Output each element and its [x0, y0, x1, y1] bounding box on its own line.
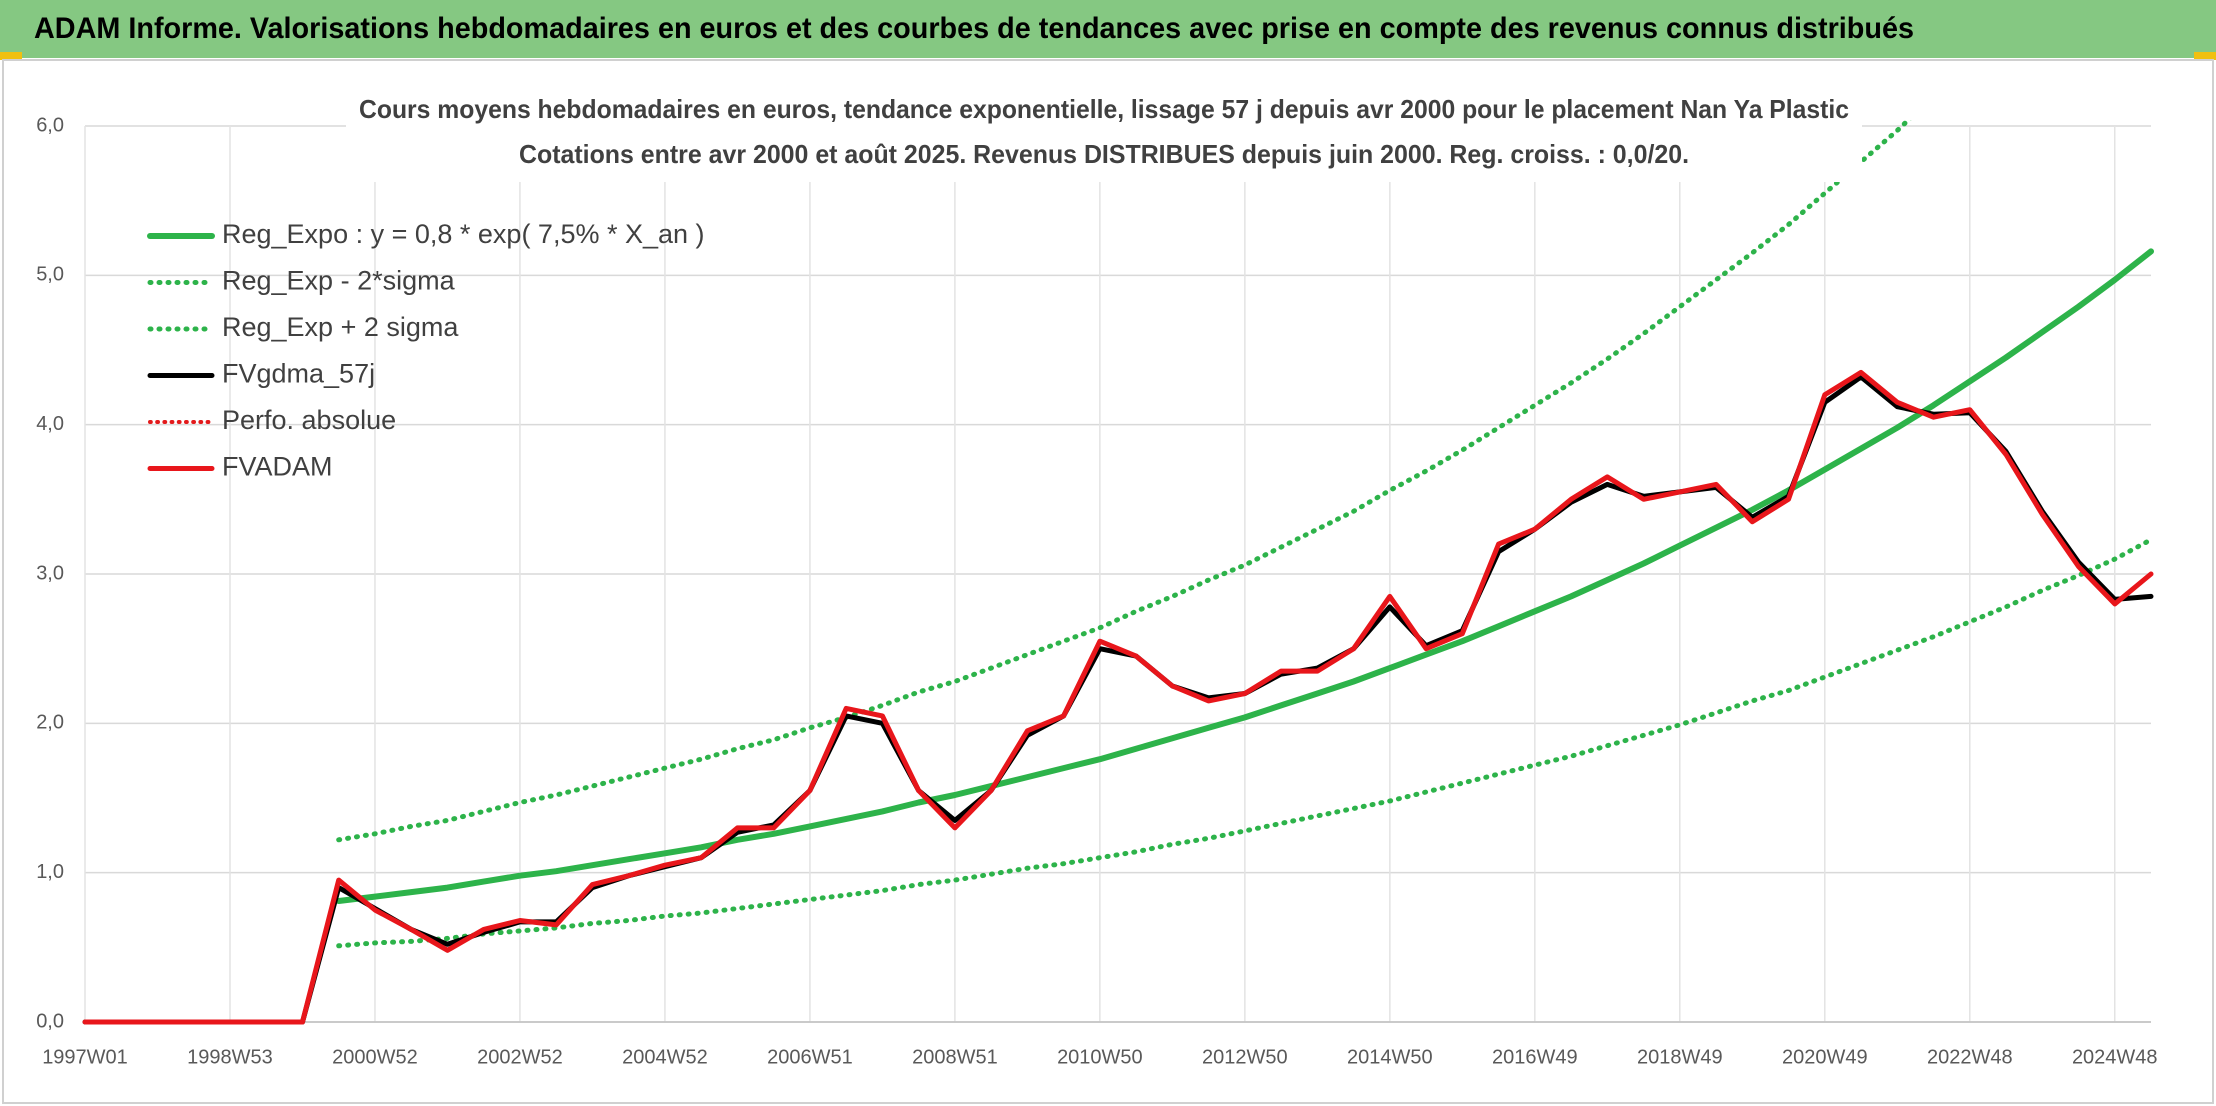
x-tick-label: 2004W52: [622, 1046, 708, 1068]
y-tick-label: 6,0: [36, 114, 64, 136]
legend-label: FVgdma_57j: [222, 359, 375, 389]
y-tick-label: 0,0: [36, 1010, 64, 1032]
y-tick-label: 2,0: [36, 712, 64, 734]
x-tick-label: 2010W50: [1057, 1046, 1143, 1068]
x-tick-label: 2012W50: [1202, 1046, 1288, 1068]
chart-title: Cours moyens hebdomadaires en euros, ten…: [359, 94, 1849, 124]
corner: [0, 52, 22, 60]
y-tick-label: 5,0: [36, 264, 64, 286]
x-tick-label: 2008W51: [912, 1046, 998, 1068]
header-bar: [0, 0, 2216, 58]
x-tick-label: 2000W52: [332, 1046, 418, 1068]
x-tick-label: 1997W01: [42, 1046, 128, 1068]
chart-subtitle: Cotations entre avr 2000 et août 2025. R…: [519, 139, 1689, 169]
x-tick-label: 2014W50: [1347, 1046, 1433, 1068]
x-tick-label: 2024W48: [2072, 1046, 2158, 1068]
x-tick-label: 2016W49: [1492, 1046, 1578, 1068]
x-tick-label: 2020W49: [1782, 1046, 1868, 1068]
series-line: [335, 248, 2154, 904]
series-line: [82, 369, 2154, 1025]
x-tick-label: 2006W51: [767, 1046, 853, 1068]
legend-label: FVADAM: [222, 452, 333, 482]
x-tick-label: 2018W49: [1637, 1046, 1723, 1068]
legend-label: Reg_Exp + 2 sigma: [222, 312, 459, 342]
legend-label: Reg_Expo : y = 0,8 * exp( 7,5% * X_an ): [222, 219, 705, 249]
y-tick-label: 4,0: [36, 413, 64, 435]
header-title: ADAM Informe. Valorisations hebdomadaire…: [34, 12, 1914, 45]
x-tick-label: 1998W53: [187, 1046, 273, 1068]
x-tick-label: 2022W48: [1927, 1046, 2013, 1068]
y-tick-label: 3,0: [36, 562, 64, 584]
legend-label: Perfo. absolue: [222, 405, 396, 435]
y-tick-label: 1,0: [36, 861, 64, 883]
series-line: [336, 537, 2154, 949]
corner: [2194, 52, 2216, 60]
chart-frame: [2, 59, 2214, 1104]
x-tick-label: 2002W52: [477, 1046, 563, 1068]
title-box: [346, 88, 1862, 182]
series-group: [82, 120, 2154, 1025]
series-line: [82, 374, 2154, 1025]
grid: [84, 125, 2151, 1023]
legend: Reg_Expo : y = 0,8 * exp( 7,5% * X_an ) R…: [147, 219, 705, 482]
legend-label: Reg_Exp - 2*sigma: [222, 266, 456, 296]
